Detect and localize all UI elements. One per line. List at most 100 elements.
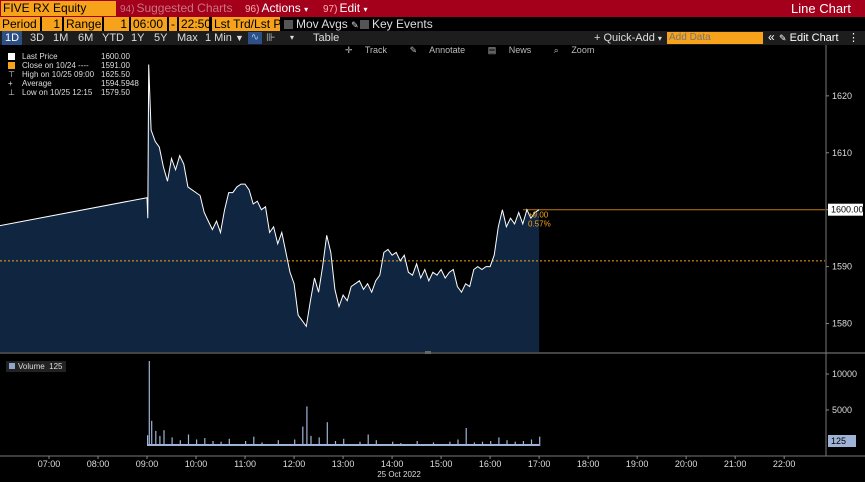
volume-bar	[245, 441, 247, 446]
legend-value: 1625.50	[101, 70, 130, 79]
last-trade-dropdown[interactable]: Lst Trd/Lst P	[212, 17, 280, 31]
period-max[interactable]: Max	[177, 32, 198, 44]
x-tick-label: 21:00	[724, 459, 747, 469]
chevron-down-icon[interactable]: ▾	[290, 33, 295, 42]
volume-bar	[212, 441, 214, 446]
mov-avgs-toggle[interactable]: Mov Avgs ✎	[284, 17, 359, 31]
pane-resize-handle[interactable]	[425, 351, 431, 354]
zoom-button[interactable]: ⌕ Zoom	[554, 45, 605, 55]
volume-bar	[514, 441, 516, 446]
volume-bar	[220, 441, 222, 446]
volume-bar	[253, 436, 255, 446]
time-to-field[interactable]: 22:50	[179, 17, 212, 31]
title-bar: FIVE RX Equity 94) Suggested Charts 96) Ac…	[0, 0, 865, 17]
table-button[interactable]: Table	[313, 32, 340, 44]
mov-avgs-label: Mov Avgs	[296, 17, 348, 31]
edit-button[interactable]: 97) Edit ▾	[323, 1, 368, 16]
annotate-button[interactable]: ✎ Annotate	[410, 45, 476, 55]
volume-bar	[277, 440, 279, 446]
period-3d[interactable]: 3D	[30, 32, 45, 44]
volume-y-tick-label: 5000	[832, 405, 852, 415]
range-value-field[interactable]: 1	[104, 17, 129, 31]
news-icon: ▤	[487, 45, 497, 55]
x-tick-label: 19:00	[626, 459, 649, 469]
volume-bar	[204, 438, 206, 446]
period-value-field[interactable]: 1	[42, 17, 62, 31]
period-1d[interactable]: 1D	[2, 31, 23, 45]
time-from-field[interactable]: 06:00	[131, 17, 167, 31]
price-chart[interactable]: 1580159016001610162050001000007:0008:000…	[0, 45, 865, 482]
y-tick-label: 1620	[832, 91, 852, 101]
volume-bar	[392, 441, 394, 446]
suggested-charts-button[interactable]: 94) Suggested Charts	[120, 1, 233, 16]
period-1y[interactable]: 1Y	[131, 32, 145, 44]
period-6m[interactable]: 6M	[78, 32, 94, 44]
chevron-down-icon: ▾	[304, 5, 309, 14]
range-label: Range	[64, 17, 102, 31]
legend-name: Close on 10/24 ----	[22, 61, 89, 70]
period-5y[interactable]: 5Y	[154, 32, 168, 44]
period-label: Period	[0, 17, 40, 31]
chart-type-label: Line Chart	[791, 1, 851, 16]
chevron-down-icon: ▼	[234, 33, 244, 43]
x-tick-label: 13:00	[332, 459, 355, 469]
add-data-input[interactable]	[667, 32, 763, 44]
news-button[interactable]: ▤ News	[488, 45, 542, 55]
volume-legend-label: Volume	[18, 362, 45, 371]
more-options-icon[interactable]: ⋮	[848, 32, 859, 44]
line-chart-icon[interactable]: ∿	[248, 32, 262, 44]
legend-value: 1591.00	[101, 61, 130, 70]
bar-chart-icon[interactable]: ⊪	[266, 32, 276, 44]
volume-bar	[148, 361, 150, 446]
average-marker-icon: +	[8, 79, 13, 88]
collapse-icon[interactable]: «	[768, 30, 775, 44]
edit-chart-label: Edit Chart	[789, 32, 839, 44]
chevron-down-icon: ▾	[657, 34, 662, 43]
price-line[interactable]	[0, 64, 540, 328]
interval-dropdown[interactable]: 1 Min ▼	[205, 31, 244, 45]
key-events-toggle[interactable]: Key Events	[360, 17, 433, 31]
quick-add-button[interactable]: + Quick-Add ▾	[594, 31, 662, 46]
controls-bar: Period 1 Range 1 06:00 - 22:50 Lst Trd/L…	[0, 17, 865, 31]
chevron-down-icon: ▾	[363, 5, 368, 14]
volume-bar	[375, 440, 377, 446]
x-tick-label: 14:00	[381, 459, 404, 469]
price-area-layer	[0, 64, 540, 352]
interval-label: 1 Min	[205, 32, 232, 44]
volume-bar	[498, 437, 500, 446]
x-tick-label: 18:00	[577, 459, 600, 469]
period-ytd[interactable]: YTD	[102, 32, 124, 44]
ticker-field[interactable]: FIVE RX Equity	[1, 1, 116, 16]
annotate-label: Annotate	[429, 45, 466, 55]
crosshair-icon: ✛	[345, 45, 353, 55]
pencil-icon: ✎	[351, 20, 359, 30]
suggested-charts-number: 94)	[120, 4, 135, 15]
time-separator: -	[169, 17, 177, 31]
volume-bar	[318, 437, 320, 446]
volume-bar	[171, 437, 173, 446]
pencil-icon: ✎	[409, 45, 418, 55]
x-tick-label: 08:00	[87, 459, 110, 469]
volume-bar	[416, 441, 418, 446]
x-tick-label: 12:00	[283, 459, 306, 469]
legend-swatch	[8, 53, 15, 60]
actions-button[interactable]: 96) Actions ▾	[245, 1, 308, 16]
checkbox-icon	[360, 20, 369, 30]
track-label: Track	[364, 45, 388, 55]
x-tick-label: 17:00	[528, 459, 551, 469]
volume-bar	[449, 441, 451, 446]
legend-name: Low on 10/25 12:15	[22, 88, 93, 97]
edit-number: 97)	[323, 4, 338, 15]
volume-legend[interactable]: Volume 125	[6, 361, 66, 372]
zoom-label: Zoom	[571, 45, 595, 55]
volume-bar	[490, 441, 492, 446]
period-1m[interactable]: 1M	[53, 32, 69, 44]
x-tick-label: 11:00	[234, 459, 256, 469]
volume-bar	[326, 422, 328, 446]
edit-chart-button[interactable]: ✎ Edit Chart	[779, 31, 839, 45]
volume-bar	[465, 428, 467, 446]
track-button[interactable]: ✛ Track	[345, 45, 397, 55]
volume-y-tick-label: 10000	[832, 369, 857, 379]
period-toolbar: 1D 3D 1M 6M YTD 1Y 5Y Max 1 Min ▼ ∿ ⊪ ▾ …	[0, 31, 865, 45]
news-label: News	[508, 45, 532, 55]
